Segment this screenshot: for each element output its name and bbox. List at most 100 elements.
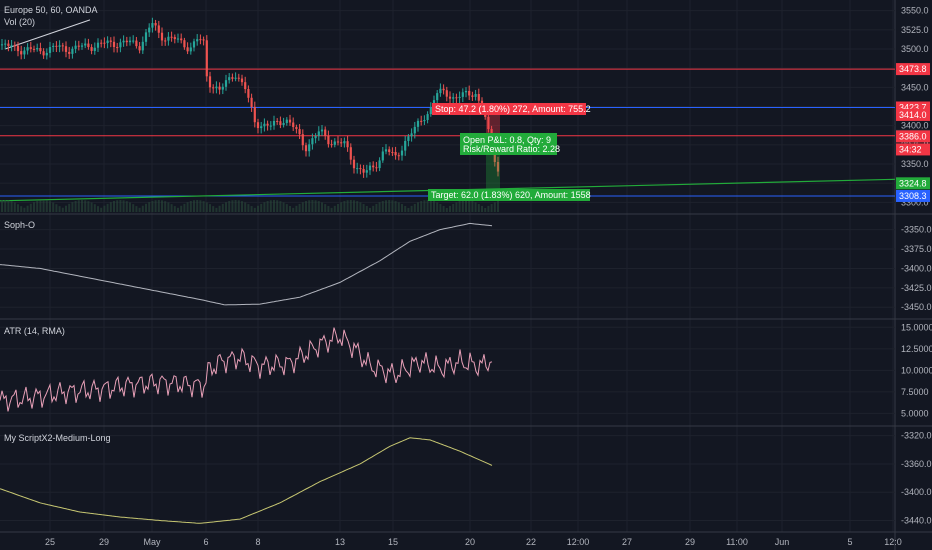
volume-bar: [241, 201, 243, 212]
price-label: 34:32: [899, 144, 922, 154]
x-tick-label: 5: [847, 537, 852, 547]
volume-bar: [202, 201, 205, 212]
y-tick-label: -3360.0: [901, 459, 932, 469]
x-tick-label: 11:00: [726, 537, 748, 547]
script-title: My ScriptX2-Medium-Long: [4, 433, 111, 443]
candle: [100, 42, 103, 44]
volume-bar: [356, 201, 359, 212]
volume-bar: [74, 200, 77, 212]
volume-bar: [77, 200, 80, 212]
volume-bar: [404, 205, 407, 212]
volume-bar: [285, 204, 288, 212]
volume-bar: [308, 200, 311, 212]
candle: [128, 40, 132, 43]
candle: [448, 96, 452, 99]
price-label: 3386.0: [899, 131, 927, 141]
candle: [247, 89, 250, 98]
candle: [400, 150, 404, 156]
volume-bar: [87, 201, 90, 212]
volume-bar: [474, 202, 477, 212]
volume-bar: [471, 201, 474, 212]
y-tick-label: -3400.0: [901, 263, 932, 273]
volume-bar: [237, 200, 240, 212]
volume-bar: [359, 202, 362, 212]
volume-bar: [401, 204, 403, 212]
candle: [301, 134, 304, 146]
volume-bar: [33, 202, 35, 212]
volume-bar: [289, 206, 291, 212]
volume-bar: [132, 204, 135, 212]
target-label[interactable]: Target: 62.0 (1.83%) 620, Amount: 1558: [428, 189, 591, 201]
volume-bar: [455, 202, 458, 212]
candle: [333, 141, 336, 145]
candle: [103, 42, 106, 44]
candle: [135, 40, 138, 47]
volume-bar: [225, 202, 227, 212]
candle: [397, 155, 400, 157]
candle: [266, 123, 269, 126]
candle: [330, 144, 333, 146]
candle: [413, 126, 416, 134]
price-label: 3308.3: [899, 191, 927, 201]
candle: [244, 82, 247, 90]
volume-bar: [170, 204, 173, 212]
y-tick-label: 3300.0: [901, 197, 929, 207]
candle: [372, 165, 375, 168]
price-label: 3414.0: [899, 110, 927, 120]
volume-bar: [458, 201, 461, 212]
candle: [352, 159, 356, 169]
candle: [429, 107, 432, 115]
candle: [221, 86, 224, 90]
volume-bar: [151, 200, 154, 212]
candle: [327, 135, 330, 145]
volume-bar: [388, 200, 391, 212]
candle: [410, 133, 413, 137]
candle: [144, 32, 148, 42]
candle: [388, 149, 391, 152]
candle: [39, 48, 42, 52]
volume-bar: [29, 203, 32, 212]
stop-label-bg: [432, 103, 586, 115]
candle: [119, 42, 122, 48]
candle: [477, 93, 480, 101]
candle: [384, 149, 388, 152]
volume-bar: [177, 207, 179, 212]
pnl-label[interactable]: Open P&L: 0.8, Qty: 9 Risk/Reward Ratio:…: [460, 133, 560, 155]
y-tick-label: -3320.0: [901, 431, 932, 441]
volume-bar: [138, 207, 141, 212]
script-pane: [0, 437, 493, 524]
volume-bar: [337, 203, 339, 212]
volume-bar: [436, 202, 439, 212]
volume-bar: [292, 207, 295, 212]
volume-bar: [199, 200, 202, 212]
y-tick-label: 10.0000: [901, 365, 932, 375]
volume-bar: [266, 201, 269, 212]
candle: [304, 145, 308, 152]
volume-bar: [397, 202, 400, 212]
volume-bar: [90, 202, 93, 212]
stop-label[interactable]: Stop: 47.2 (1.80%) 272, Amount: 755.2: [432, 103, 591, 115]
volume-bar: [141, 205, 144, 212]
pnl-label-bg: [460, 133, 557, 155]
candle: [106, 40, 109, 44]
stop-text: Stop: 47.2 (1.80%) 272, Amount: 755.2: [435, 104, 591, 114]
candle: [212, 87, 215, 89]
volume-bar: [13, 202, 16, 212]
volume-bar: [301, 202, 304, 212]
y-tick-label: -3400.0: [901, 487, 932, 497]
axes: 3550.03525.03500.03475.03450.03425.03400…: [45, 6, 932, 547]
candle: [154, 23, 157, 26]
candle: [464, 90, 468, 93]
candle: [13, 45, 16, 47]
volume-bar: [269, 200, 272, 212]
candle: [208, 76, 212, 88]
candle: [167, 36, 170, 41]
volume-bar: [65, 205, 67, 212]
volume-bar: [349, 200, 352, 212]
candle: [26, 47, 29, 51]
pnl-text-1: Open P&L: 0.8, Qty: 9: [463, 135, 551, 145]
candle: [381, 151, 384, 161]
candle: [474, 93, 477, 97]
candle: [189, 47, 192, 52]
